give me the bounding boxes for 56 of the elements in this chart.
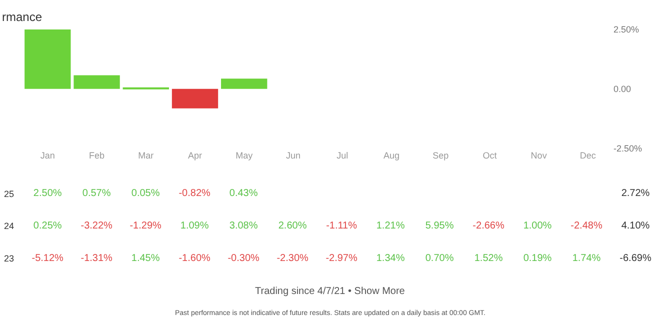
x-tick-label: Apr bbox=[188, 150, 202, 160]
text: 5.95% bbox=[425, 220, 454, 232]
text: -2.97% bbox=[326, 252, 358, 264]
bar bbox=[74, 75, 120, 89]
chart-title: rmance bbox=[2, 10, 42, 24]
text: -6.69% bbox=[620, 252, 652, 264]
text: 0.25% bbox=[33, 220, 62, 232]
text: 0.70% bbox=[425, 252, 454, 264]
text: Trading since 4/7/21 • Show More bbox=[255, 286, 406, 297]
text: 0.57% bbox=[82, 188, 111, 200]
text: 1.09% bbox=[180, 220, 209, 232]
y-tick-label: 0.00 bbox=[613, 84, 632, 94]
text: -2.66% bbox=[472, 220, 504, 232]
text: -0.30% bbox=[228, 252, 260, 264]
text: 1.21% bbox=[376, 220, 405, 232]
text: -1.60% bbox=[178, 252, 210, 264]
category-label: 25 bbox=[4, 188, 14, 199]
text: -1.11% bbox=[326, 220, 358, 232]
bar bbox=[221, 78, 268, 89]
x-tick-label: Jan bbox=[40, 150, 55, 160]
text: 1.34% bbox=[376, 252, 405, 264]
x-tick-label: Jul bbox=[336, 150, 348, 160]
category-label: 23 bbox=[4, 253, 14, 264]
category-label: 24 bbox=[4, 221, 14, 232]
text: 0.05% bbox=[131, 188, 160, 200]
text: -2.30% bbox=[276, 252, 308, 264]
x-tick-label: Sep bbox=[432, 150, 449, 160]
text: 1.74% bbox=[572, 252, 601, 264]
x-tick-label: Nov bbox=[530, 150, 548, 160]
text: 0.43% bbox=[229, 188, 258, 200]
text: 0.19% bbox=[523, 252, 552, 264]
text: -0.82% bbox=[178, 188, 210, 200]
text: 2.60% bbox=[278, 220, 307, 232]
x-tick-label: Jun bbox=[286, 150, 300, 160]
x-tick-label: Dec bbox=[580, 150, 596, 160]
text: -5.12% bbox=[32, 252, 64, 264]
x-tick-label: May bbox=[236, 150, 254, 160]
bar bbox=[172, 88, 218, 108]
x-tick-label: Feb bbox=[89, 150, 105, 160]
text: -1.29% bbox=[130, 220, 162, 232]
text: -2.48% bbox=[570, 220, 602, 232]
text: 2.72% bbox=[621, 188, 650, 200]
bar bbox=[24, 29, 71, 89]
text: 1.00% bbox=[523, 220, 552, 232]
y-tick-label: -2.50% bbox=[613, 144, 642, 154]
text: 3.08% bbox=[229, 220, 258, 232]
text: -1.31% bbox=[80, 252, 112, 264]
x-tick-label: Mar bbox=[138, 150, 154, 160]
text: 4.10% bbox=[621, 220, 650, 232]
text: 1.45% bbox=[131, 252, 160, 264]
text: 2.50% bbox=[33, 188, 62, 200]
text: 1.52% bbox=[474, 252, 503, 264]
y-tick-label: 2.50% bbox=[613, 24, 640, 34]
text: -3.22% bbox=[80, 220, 112, 232]
x-tick-label: Oct bbox=[482, 150, 498, 160]
x-tick-label: Aug bbox=[383, 150, 400, 160]
